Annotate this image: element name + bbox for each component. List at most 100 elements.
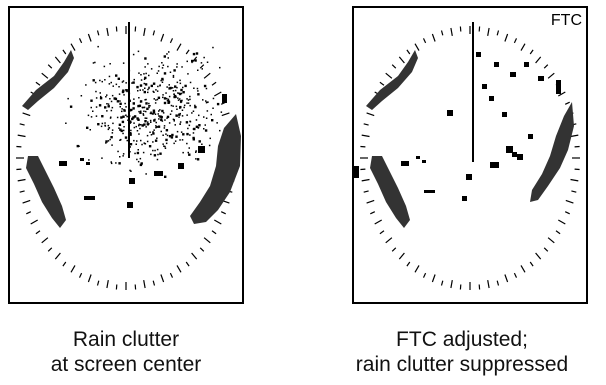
rain-speck bbox=[203, 56, 205, 59]
bearing-tick bbox=[450, 27, 453, 37]
bearing-tick bbox=[571, 190, 577, 193]
rain-speck bbox=[155, 89, 157, 91]
rain-speck bbox=[129, 108, 133, 112]
rain-speck bbox=[149, 105, 151, 107]
rain-speck bbox=[173, 69, 176, 72]
rain-speck bbox=[179, 121, 182, 123]
rain-speck bbox=[128, 92, 131, 95]
rain-speck bbox=[88, 159, 90, 161]
rain-speck bbox=[154, 113, 157, 115]
rain-speck bbox=[92, 110, 94, 112]
rain-speck bbox=[122, 80, 125, 82]
rain-speck bbox=[94, 61, 96, 64]
bearing-tick bbox=[19, 190, 25, 193]
rain-speck bbox=[101, 122, 104, 125]
radar-display-right: FTC bbox=[352, 6, 588, 304]
bearing-tick bbox=[41, 237, 49, 244]
rain-speck bbox=[169, 71, 172, 73]
rain-speck bbox=[136, 85, 139, 89]
coastline-echo-right bbox=[530, 102, 574, 202]
rain-speck bbox=[143, 73, 145, 75]
rain-speck bbox=[144, 99, 146, 101]
rain-speck bbox=[115, 83, 118, 86]
rain-speck bbox=[207, 101, 209, 103]
rain-speck bbox=[166, 99, 169, 102]
rain-speck bbox=[143, 123, 146, 126]
rain-speck bbox=[183, 104, 186, 107]
rain-speck bbox=[164, 175, 167, 178]
bearing-tick bbox=[47, 64, 53, 69]
radar-screen-left bbox=[8, 6, 244, 304]
rain-speck bbox=[186, 98, 188, 100]
rain-speck bbox=[152, 132, 155, 135]
rain-speck bbox=[165, 138, 168, 142]
rain-speck bbox=[145, 102, 148, 105]
rain-speck bbox=[172, 74, 175, 77]
rain-speck bbox=[153, 129, 155, 131]
bearing-tick bbox=[191, 252, 198, 260]
rain-speck bbox=[144, 66, 146, 68]
rain-speck bbox=[173, 95, 177, 98]
rain-speck bbox=[105, 140, 108, 143]
bearing-tick bbox=[363, 190, 369, 193]
bearing-tick bbox=[529, 261, 534, 267]
bearing-tick bbox=[398, 252, 405, 260]
rain-speck bbox=[197, 93, 200, 96]
rain-speck bbox=[141, 106, 144, 109]
rain-speck bbox=[158, 65, 160, 68]
rain-speck bbox=[152, 131, 154, 133]
rain-speck bbox=[120, 116, 123, 119]
bearing-tick bbox=[363, 123, 369, 126]
bearing-tick bbox=[504, 274, 509, 283]
rain-speck bbox=[100, 95, 102, 98]
rain-speck bbox=[104, 106, 107, 109]
rain-speck bbox=[176, 108, 178, 110]
rain-speck bbox=[129, 146, 131, 148]
rain-speck bbox=[174, 85, 177, 88]
rain-speck bbox=[141, 143, 143, 146]
rain-speck bbox=[200, 62, 203, 64]
bearing-tick bbox=[17, 178, 26, 182]
rain-speck bbox=[170, 136, 174, 139]
rain-speck bbox=[122, 62, 125, 64]
coastline-echo-lower-left bbox=[370, 156, 410, 228]
rain-speck bbox=[148, 74, 150, 77]
bearing-tick bbox=[70, 43, 76, 51]
rain-speck bbox=[132, 102, 135, 105]
rain-speck bbox=[178, 116, 180, 118]
rain-speck bbox=[152, 90, 154, 93]
rain-speck bbox=[192, 52, 196, 56]
rain-speck bbox=[114, 97, 118, 101]
rain-speck bbox=[128, 69, 131, 72]
rain-speck bbox=[149, 112, 152, 115]
bearing-tick bbox=[487, 279, 490, 289]
bearing-tick bbox=[440, 280, 444, 286]
caption-right: FTC adjusted; rain clutter suppressed bbox=[322, 327, 602, 377]
rain-speck bbox=[206, 110, 209, 112]
rain-speck bbox=[108, 83, 111, 85]
bearing-tick bbox=[370, 211, 376, 215]
rain-speck bbox=[148, 105, 150, 107]
rain-speck bbox=[110, 100, 113, 103]
rain-speck bbox=[104, 122, 106, 124]
target-echo bbox=[524, 62, 529, 67]
rain-speck bbox=[107, 124, 110, 127]
bearing-tick bbox=[152, 30, 156, 36]
rain-speck bbox=[198, 140, 201, 143]
rain-speck bbox=[138, 110, 140, 113]
coastline-echo-upper-left bbox=[366, 50, 418, 110]
rain-speck bbox=[119, 106, 121, 108]
rain-speck bbox=[144, 117, 146, 119]
rain-speck bbox=[149, 119, 152, 122]
rain-speck bbox=[181, 66, 183, 68]
rain-speck bbox=[125, 106, 127, 108]
rain-speck bbox=[119, 156, 121, 158]
screen-frame bbox=[352, 6, 588, 304]
bearing-tick bbox=[422, 38, 427, 44]
rain-speck bbox=[189, 95, 191, 98]
rain-speck bbox=[97, 45, 99, 48]
rain-speck bbox=[143, 106, 146, 109]
caption-right-line2: rain clutter suppressed bbox=[355, 353, 569, 376]
rain-speck bbox=[118, 123, 122, 126]
rain-speck bbox=[192, 132, 195, 134]
